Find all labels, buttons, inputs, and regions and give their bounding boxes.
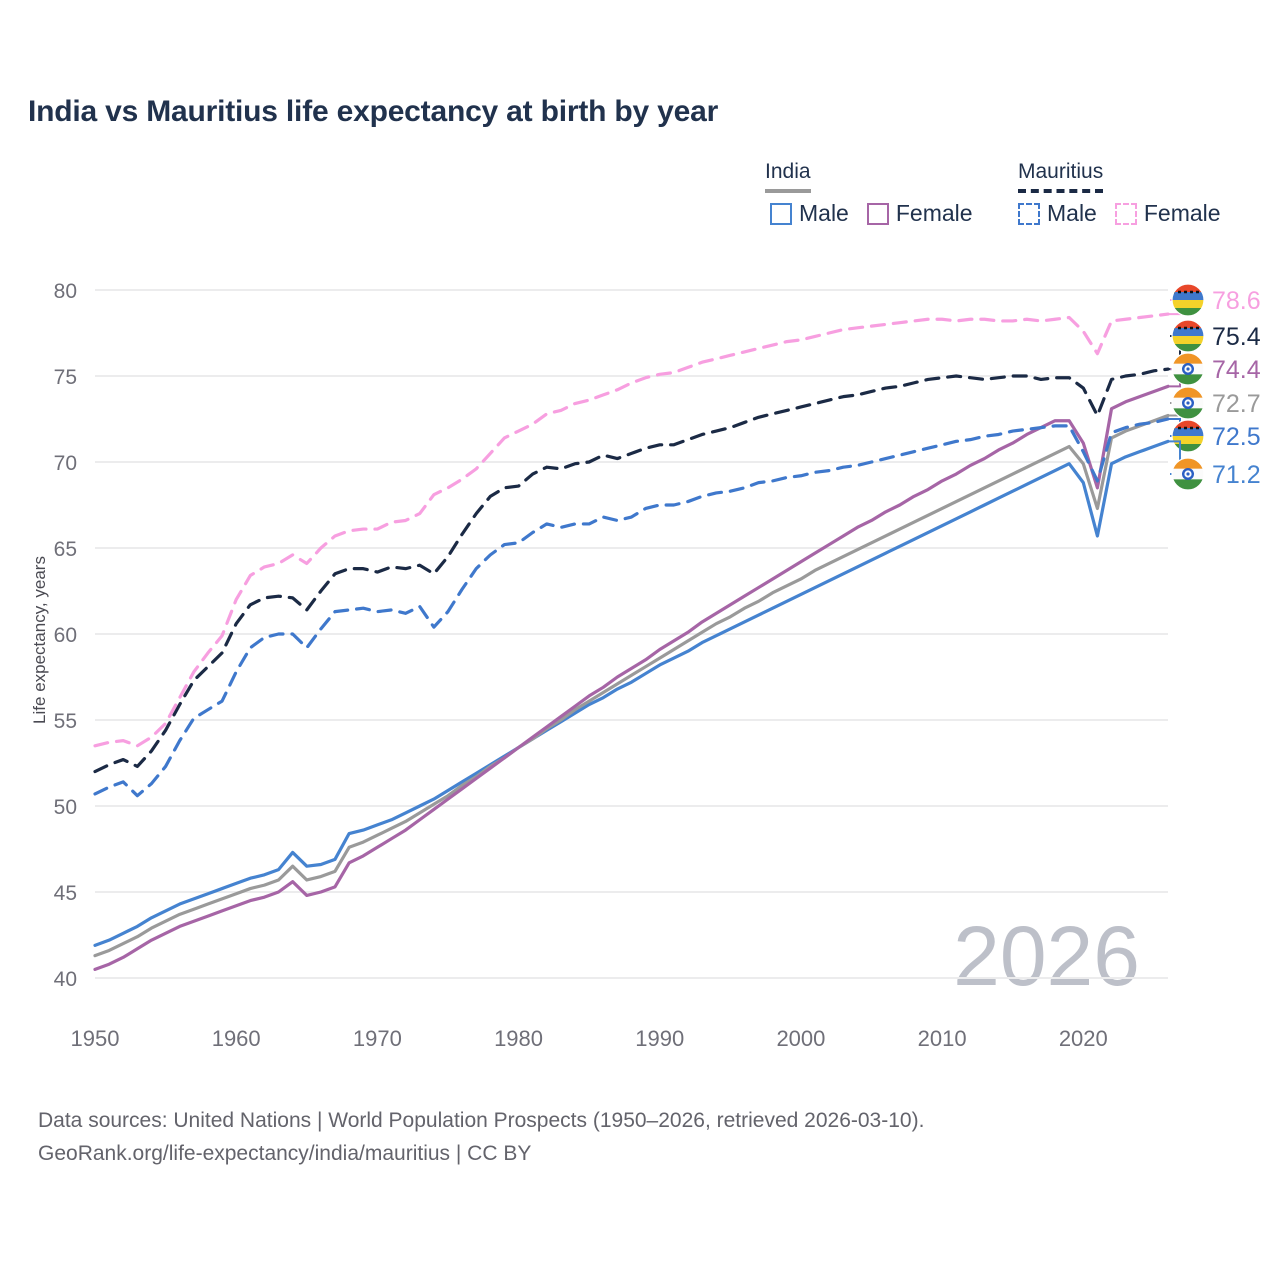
- x-axis-tick: 2020: [1059, 1026, 1108, 1051]
- legend-swatch-mauritius-male: [1018, 202, 1040, 225]
- end-label-value: 72.7: [1212, 390, 1261, 418]
- series-line: [93, 417, 1170, 798]
- y-axis-tick: 45: [54, 882, 77, 905]
- chart-legend: India Male Female Mauritius: [760, 160, 1260, 236]
- flag-icon-mauritius: [1171, 319, 1205, 353]
- legend-item-india-female[interactable]: Female: [866, 200, 973, 227]
- legend-swatch-india-female: [866, 202, 889, 225]
- y-axis-tick: 75: [54, 366, 77, 389]
- end-label-value: 71.2: [1212, 461, 1261, 489]
- end-label-value: 72.5: [1212, 423, 1261, 451]
- line-chart: 2026 40 45 50 55 60 65 70 75 80 1950 1960 1970 1980 19…: [30, 280, 1261, 1051]
- flag-icon-mauritius: [1171, 419, 1205, 453]
- series-line: [93, 413, 1170, 958]
- y-axis-title: Life expectancy, years: [30, 556, 49, 724]
- legend-group-india: India Male Female: [765, 160, 973, 226]
- flag-icon-india: [1171, 386, 1205, 420]
- legend-group-mauritius: Mauritius Male Female: [1018, 160, 1221, 226]
- legend-swatch-mauritius-female: [1114, 202, 1137, 225]
- flag-icon-india: [1171, 457, 1205, 491]
- legend-country-india: India: [765, 160, 811, 183]
- legend-label-mauritius-female: Female: [1143, 200, 1221, 226]
- legend-item-mauritius-female[interactable]: Female: [1114, 200, 1221, 227]
- end-label-value: 75.4: [1212, 323, 1261, 351]
- legend-rule-mauritius: [1018, 189, 1104, 193]
- end-label-value: 78.6: [1212, 287, 1261, 315]
- series-line: [93, 312, 1170, 748]
- legend-item-india-male[interactable]: Male: [770, 200, 849, 227]
- y-axis-tick: 65: [54, 538, 77, 561]
- footer-line-1: Data sources: United Nations | World Pop…: [38, 1109, 925, 1132]
- legend-swatch-india-male: [770, 202, 792, 225]
- y-axis-tick: 55: [54, 710, 77, 733]
- plot-area: 2026 40 45 50 55 60 65 70 75 80 1950 1960 1970 1980 19…: [30, 280, 1261, 1051]
- year-watermark: 2026: [953, 909, 1140, 1003]
- x-axis-tick: 1980: [494, 1026, 543, 1051]
- series-line: [93, 367, 1170, 774]
- y-axis-tick: 70: [54, 452, 77, 475]
- flag-icon-mauritius: [1171, 283, 1205, 317]
- x-axis-tick: 1960: [212, 1026, 261, 1051]
- y-axis-tick: 40: [54, 968, 77, 991]
- y-axis-tick: 80: [54, 280, 77, 303]
- x-axis-tick: 1970: [353, 1026, 402, 1051]
- legend-rule-india: [765, 189, 811, 193]
- footer-credits: Data sources: United Nations | World Pop…: [38, 1105, 1238, 1170]
- legend-country-mauritius: Mauritius: [1018, 160, 1104, 183]
- legend-item-mauritius-male[interactable]: Male: [1018, 200, 1097, 227]
- series-line: [93, 384, 1170, 972]
- x-axis-tick: 2010: [918, 1026, 967, 1051]
- footer-line-2: GeoRank.org/life-expectancy/india/maurit…: [38, 1141, 532, 1165]
- x-axis-tick: 2000: [776, 1026, 825, 1051]
- x-axis-tick: 1990: [635, 1026, 684, 1051]
- flag-icon-india: [1171, 352, 1205, 386]
- end-label-value: 74.4: [1212, 356, 1261, 384]
- series-line: [93, 439, 1170, 947]
- y-axis-tick: 60: [54, 624, 77, 647]
- legend-label-india-female: Female: [895, 200, 973, 226]
- page-title: India vs Mauritius life expectancy at bi…: [28, 95, 719, 128]
- legend-label-india-male: Male: [799, 200, 849, 226]
- x-axis-tick: 1950: [71, 1026, 120, 1051]
- y-axis-tick: 50: [54, 796, 77, 819]
- legend-label-mauritius-male: Male: [1047, 200, 1097, 226]
